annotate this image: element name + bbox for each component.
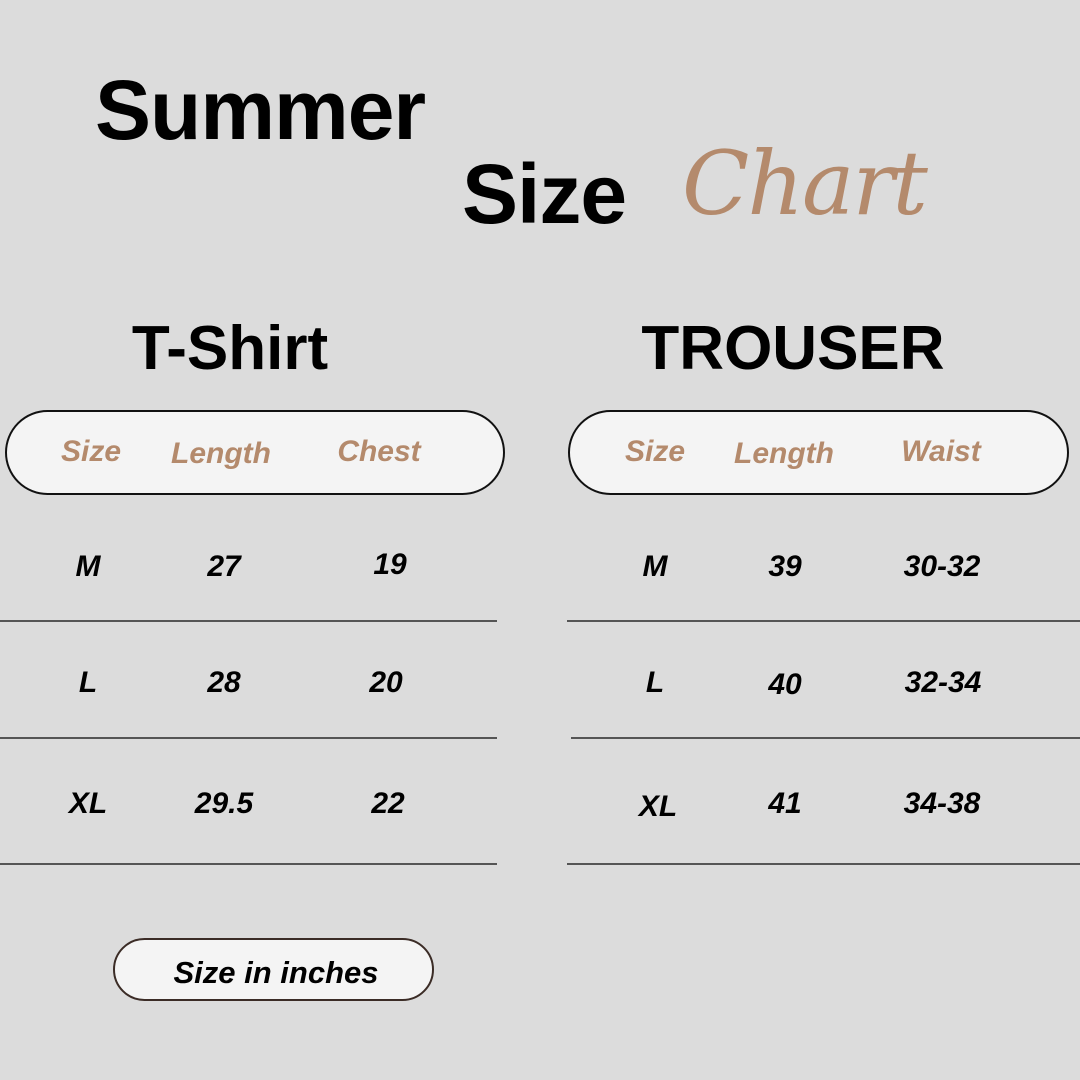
row-divider	[571, 737, 1080, 739]
tshirt-cell: M	[75, 550, 101, 583]
tshirt-header-size: Size	[60, 435, 122, 468]
trouser-header-length: Length	[734, 437, 834, 470]
row-divider	[567, 620, 1080, 622]
row-divider	[567, 863, 1080, 865]
tshirt-cell: 20	[369, 666, 403, 699]
trouser-title: TROUSER	[641, 314, 945, 383]
row-divider	[0, 737, 497, 739]
title-size: Size	[462, 147, 627, 241]
row-divider	[0, 863, 497, 865]
trouser-cell: 30-32	[903, 550, 981, 583]
tshirt-cell: XL	[68, 787, 108, 820]
trouser-cell: 34-38	[903, 787, 981, 820]
tshirt-cell: 28	[207, 666, 241, 699]
tshirt-cell: L	[78, 666, 98, 699]
row-divider	[0, 620, 497, 622]
tshirt-cell: 27	[207, 550, 241, 583]
trouser-cell: 39	[768, 550, 802, 583]
trouser-cell: 41	[768, 787, 802, 820]
tshirt-header-chest: Chest	[337, 435, 421, 468]
trouser-cell: XL	[638, 790, 678, 823]
trouser-header-pill	[568, 410, 1069, 495]
trouser-cell: M	[642, 550, 668, 583]
title-chart-script: Chart	[682, 132, 928, 235]
size-note-text: Size in inches	[173, 955, 379, 990]
tshirt-header-length: Length	[171, 437, 271, 470]
trouser-cell: 40	[768, 668, 802, 701]
tshirt-cell: 19	[373, 548, 407, 581]
trouser-cell: L	[645, 666, 665, 699]
trouser-cell: 32-34	[904, 666, 982, 699]
title-summer: Summer	[95, 63, 426, 157]
tshirt-header-pill	[5, 410, 505, 495]
size-note-pill	[113, 938, 434, 1001]
trouser-header-waist: Waist	[901, 435, 981, 468]
tshirt-cell: 22	[371, 787, 405, 820]
tshirt-cell: 29.5	[194, 787, 254, 820]
tshirt-title: T-Shirt	[131, 314, 329, 383]
trouser-header-size: Size	[624, 435, 686, 468]
